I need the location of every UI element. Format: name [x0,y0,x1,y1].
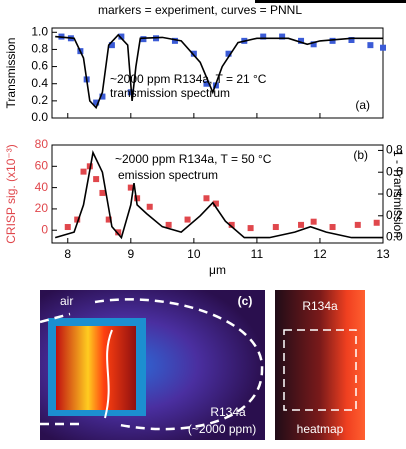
marker [184,216,191,223]
image-label: R134a [210,405,246,419]
y-axis-label: Transmission [4,38,18,109]
curve [55,33,383,110]
marker [380,44,386,51]
x-tick-label: 8 [64,247,71,261]
x-tick-label: 13 [376,247,390,261]
marker [298,221,305,228]
marker [225,50,232,57]
marker [105,216,112,223]
marker [272,224,279,231]
marker [329,37,336,44]
marker [146,203,153,210]
marker [74,216,81,223]
y-tick-label: 80 [35,137,49,151]
annotation: emission spectrum [118,168,218,182]
annotation: (a) [355,98,370,112]
top-bar [255,0,406,3]
image-label: R134a [302,299,338,313]
y2-tick-label: 0.4 [386,186,403,200]
y2-tick-label: 0.8 [386,143,403,157]
marker [203,80,210,87]
marker [354,221,361,228]
marker [373,219,380,226]
annotation: ~2000 ppm R134a, T = 50 °C [115,152,272,166]
x-tick-label: 12 [313,247,327,261]
y-tick-label: 0.2 [31,93,48,107]
marker [134,195,141,202]
marker [118,33,125,40]
marker [212,200,219,207]
marker [99,189,106,196]
marker [93,176,100,183]
y-tick-label: 60 [35,158,49,172]
marker [171,37,178,44]
marker [99,93,106,100]
y-tick-label: 1.0 [31,24,48,38]
x-tick-label: 9 [127,247,134,261]
annotation: transmission spectrum [110,86,230,100]
curve [54,150,383,240]
y2-tick-label: 0.0 [386,230,403,244]
y-tick-label: 0.6 [31,59,48,73]
marker [80,168,87,175]
x-tick-label: 11 [251,247,264,261]
y-tick-label: 0.0 [31,110,48,124]
y2-tick-label: 0.2 [386,208,403,222]
marker [203,195,210,202]
marker [115,229,122,236]
marker [127,184,134,191]
marker [279,33,286,40]
annotation: ~2000 ppm R134a, T = 21 °C [110,72,267,86]
y-tick-label: 0 [41,222,48,236]
marker [140,36,147,43]
header: markers = experiment, curves = PNNL [98,3,302,17]
x-axis-label: μm [209,263,226,277]
y-tick-label: 40 [35,180,49,194]
marker [260,33,267,40]
marker [310,218,317,225]
marker [310,41,317,48]
y2-tick-label: 0.6 [386,164,403,178]
y-tick-label: 0.8 [31,42,48,56]
panel-label: (c) [238,294,253,308]
marker [93,99,100,106]
y-axis-label: CRISP sig. (x10⁻³) [4,144,18,243]
thermal-image [39,290,265,440]
y2-axis-label: 1 - Transmission [391,150,405,238]
marker [247,225,254,232]
y-tick-label: 20 [35,201,49,215]
heatmap-image [275,290,365,440]
marker [108,42,115,49]
image-label: air [60,294,73,308]
marker [64,224,71,231]
image-label: heatmap [297,422,344,436]
image-label: (~2000 ppm) [188,422,256,436]
marker [165,221,172,228]
plot-frame [51,27,384,119]
marker [329,224,336,231]
marker [190,50,197,57]
y-tick-label: 0.4 [31,76,48,90]
marker [228,221,235,228]
marker [298,37,305,44]
x-tick-label: 10 [187,247,201,261]
marker [348,37,355,43]
annotation: (b) [353,148,368,162]
marker [367,42,374,49]
